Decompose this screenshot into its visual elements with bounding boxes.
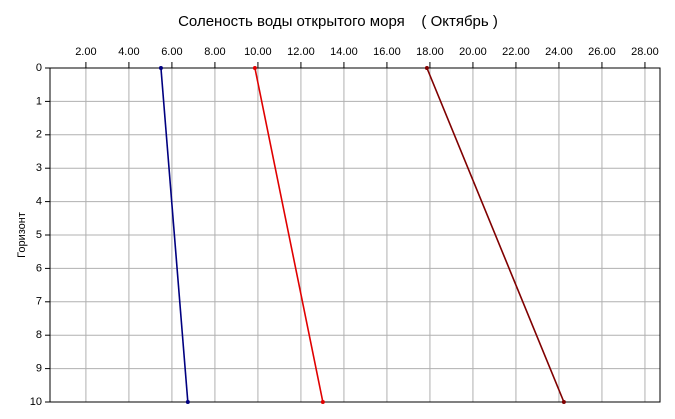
y-tick-label: 9 xyxy=(36,363,42,375)
x-tick-label: 12.00 xyxy=(287,46,315,58)
y-tick-label: 0 xyxy=(36,62,42,74)
chart-title: Соленость воды открытого моря ( Октябрь … xyxy=(178,13,498,30)
y-tick-label: 10 xyxy=(30,396,42,408)
x-tick-label: 16.00 xyxy=(373,46,401,58)
x-tick-label: 18.00 xyxy=(416,46,444,58)
x-tick-label: 14.00 xyxy=(330,46,358,58)
x-tick-label: 26.00 xyxy=(588,46,616,58)
y-tick-label: 5 xyxy=(36,229,42,241)
point xyxy=(252,66,257,70)
point xyxy=(424,66,429,70)
x-tick-label: 20.00 xyxy=(459,46,487,58)
point xyxy=(158,66,163,70)
y-axis-label: Горизонт xyxy=(16,212,28,258)
y-tick-label: 1 xyxy=(36,95,42,107)
series-line xyxy=(426,67,565,403)
y-tick-label: 6 xyxy=(36,262,42,274)
x-tick-label: 2.00 xyxy=(75,46,96,58)
x-tick-label: 4.00 xyxy=(118,46,139,58)
point xyxy=(561,400,566,404)
y-tick-label: 2 xyxy=(36,129,42,141)
y-tick-label: 8 xyxy=(36,329,42,341)
point xyxy=(185,400,190,404)
y-tick-label: 7 xyxy=(36,296,42,308)
series-line xyxy=(254,67,324,403)
x-tick-label: 10.00 xyxy=(244,46,272,58)
y-tick-label: 4 xyxy=(36,196,42,208)
x-tick-label: 8.00 xyxy=(204,46,225,58)
x-tick-label: 6.00 xyxy=(161,46,182,58)
series-line xyxy=(160,67,189,403)
x-tick-label: 22.00 xyxy=(502,46,530,58)
plot-frame xyxy=(49,67,661,403)
y-tick-label: 3 xyxy=(36,162,42,174)
point xyxy=(320,400,325,404)
x-tick-label: 28.00 xyxy=(631,46,659,58)
x-tick-label: 24.00 xyxy=(545,46,573,58)
